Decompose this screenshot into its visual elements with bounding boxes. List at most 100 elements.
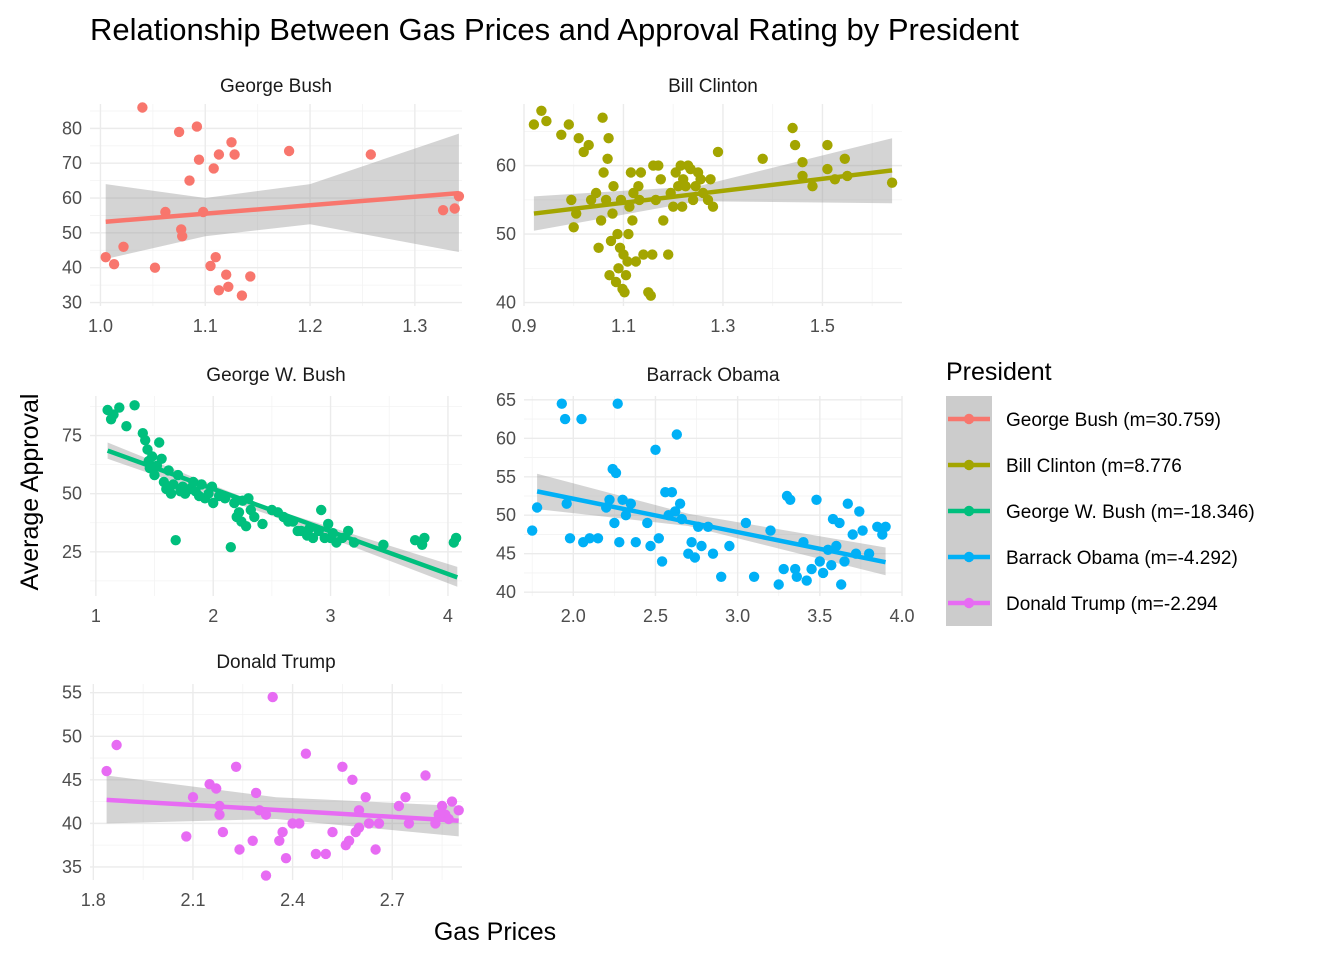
panel-barrack-obama: Barrack Obama 2.0 2.5 3.0 3.5 4.0 40 45 50 55 60 65 <box>496 365 915 626</box>
data-point <box>814 556 825 567</box>
data-point <box>822 163 833 175</box>
data-point <box>437 205 449 216</box>
data-point <box>147 451 158 462</box>
panel-strip-label: Bill Clinton <box>668 76 758 97</box>
data-point <box>605 235 617 247</box>
data-point <box>274 835 285 846</box>
data-point <box>807 181 818 192</box>
data-point <box>609 517 620 529</box>
data-point <box>620 270 632 281</box>
y-tick-label: 50 <box>62 484 82 504</box>
data-point <box>677 201 688 212</box>
data-point <box>696 540 707 552</box>
data-point <box>614 537 625 548</box>
data-point <box>233 507 245 518</box>
data-point <box>590 187 602 199</box>
data-point <box>842 498 853 509</box>
y-tick-label: 40 <box>62 258 82 278</box>
data-point <box>627 215 638 226</box>
y-tick-label: 60 <box>62 188 82 208</box>
x-tick-label: 1.1 <box>611 316 636 336</box>
legend-label: Donald Trump (m=-2.294 <box>1006 594 1218 615</box>
data-point <box>686 537 697 548</box>
data-point <box>608 181 619 192</box>
data-point <box>168 479 179 490</box>
data-point <box>638 249 649 260</box>
data-point <box>671 429 682 440</box>
data-point <box>797 170 808 182</box>
data-point <box>217 826 229 838</box>
y-tick-label: 40 <box>62 813 82 833</box>
data-point <box>757 153 768 164</box>
data-point <box>583 139 594 151</box>
data-point <box>221 269 232 280</box>
data-point <box>619 287 630 298</box>
data-point <box>536 105 547 117</box>
panel-strip-label: Barrack Obama <box>646 365 779 386</box>
x-tick-label: 2 <box>208 606 218 626</box>
data-point <box>647 249 658 260</box>
data-point <box>623 228 634 240</box>
x-tick-label: 1.3 <box>710 316 735 336</box>
data-point <box>598 167 609 178</box>
data-point <box>453 805 464 816</box>
legend-label: Bill Clinton (m=8.776 <box>1006 456 1182 477</box>
data-point <box>101 765 112 777</box>
data-point <box>403 818 415 829</box>
data-point <box>236 290 248 301</box>
data-point <box>370 844 381 855</box>
data-point <box>327 826 338 838</box>
data-point <box>633 181 644 192</box>
x-tick-label: 3.0 <box>725 606 750 626</box>
data-point <box>229 497 240 509</box>
y-tick-label: 40 <box>496 582 516 602</box>
data-point <box>617 494 628 505</box>
data-point <box>211 783 222 794</box>
data-point <box>230 761 242 772</box>
data-point <box>129 400 140 411</box>
y-tick-label: 70 <box>62 153 82 173</box>
data-point <box>561 498 572 509</box>
data-point <box>670 506 681 517</box>
data-point <box>705 174 716 185</box>
data-point <box>149 262 161 273</box>
data-point <box>612 398 623 409</box>
regression-line <box>105 190 460 224</box>
legend-item: Bill Clinton (m=8.776 <box>946 442 1182 488</box>
data-point <box>839 153 850 164</box>
y-tick-label: 55 <box>496 467 516 487</box>
confidence-band <box>105 133 459 259</box>
legend-key-point <box>963 459 975 471</box>
data-point <box>687 194 699 206</box>
data-point <box>100 252 111 263</box>
legend-label: George W. Bush (m=-18.346) <box>1006 502 1255 523</box>
data-point <box>165 488 177 499</box>
y-tick-label: 50 <box>62 223 82 243</box>
regression-line <box>106 797 459 824</box>
y-axis-label: Average Approval <box>16 394 44 591</box>
data-point <box>400 792 411 803</box>
data-point <box>436 800 448 812</box>
legend: President George Bush (m=30.759) Bill Cli… <box>946 358 1255 626</box>
data-point <box>267 691 278 703</box>
data-point <box>604 270 615 281</box>
data-point <box>564 533 576 544</box>
x-tick-label: 1.5 <box>810 316 835 336</box>
data-point <box>173 126 185 138</box>
data-point <box>184 175 195 186</box>
x-tick-label: 4 <box>443 606 453 626</box>
legend-key-point <box>963 413 975 425</box>
legend-key-point <box>963 597 975 609</box>
panel-donald-trump: Donald Trump 1.8 2.1 2.4 2.7 35 40 45 50 55 <box>62 652 464 910</box>
panel-strip-label: Donald Trump <box>216 652 335 673</box>
data-point <box>191 121 203 132</box>
data-point <box>584 533 595 544</box>
data-point <box>541 115 552 127</box>
data-point <box>419 532 430 544</box>
data-point <box>320 848 331 860</box>
data-point <box>607 208 618 219</box>
data-point <box>857 525 868 536</box>
data-point <box>642 517 653 529</box>
data-point <box>620 510 632 521</box>
